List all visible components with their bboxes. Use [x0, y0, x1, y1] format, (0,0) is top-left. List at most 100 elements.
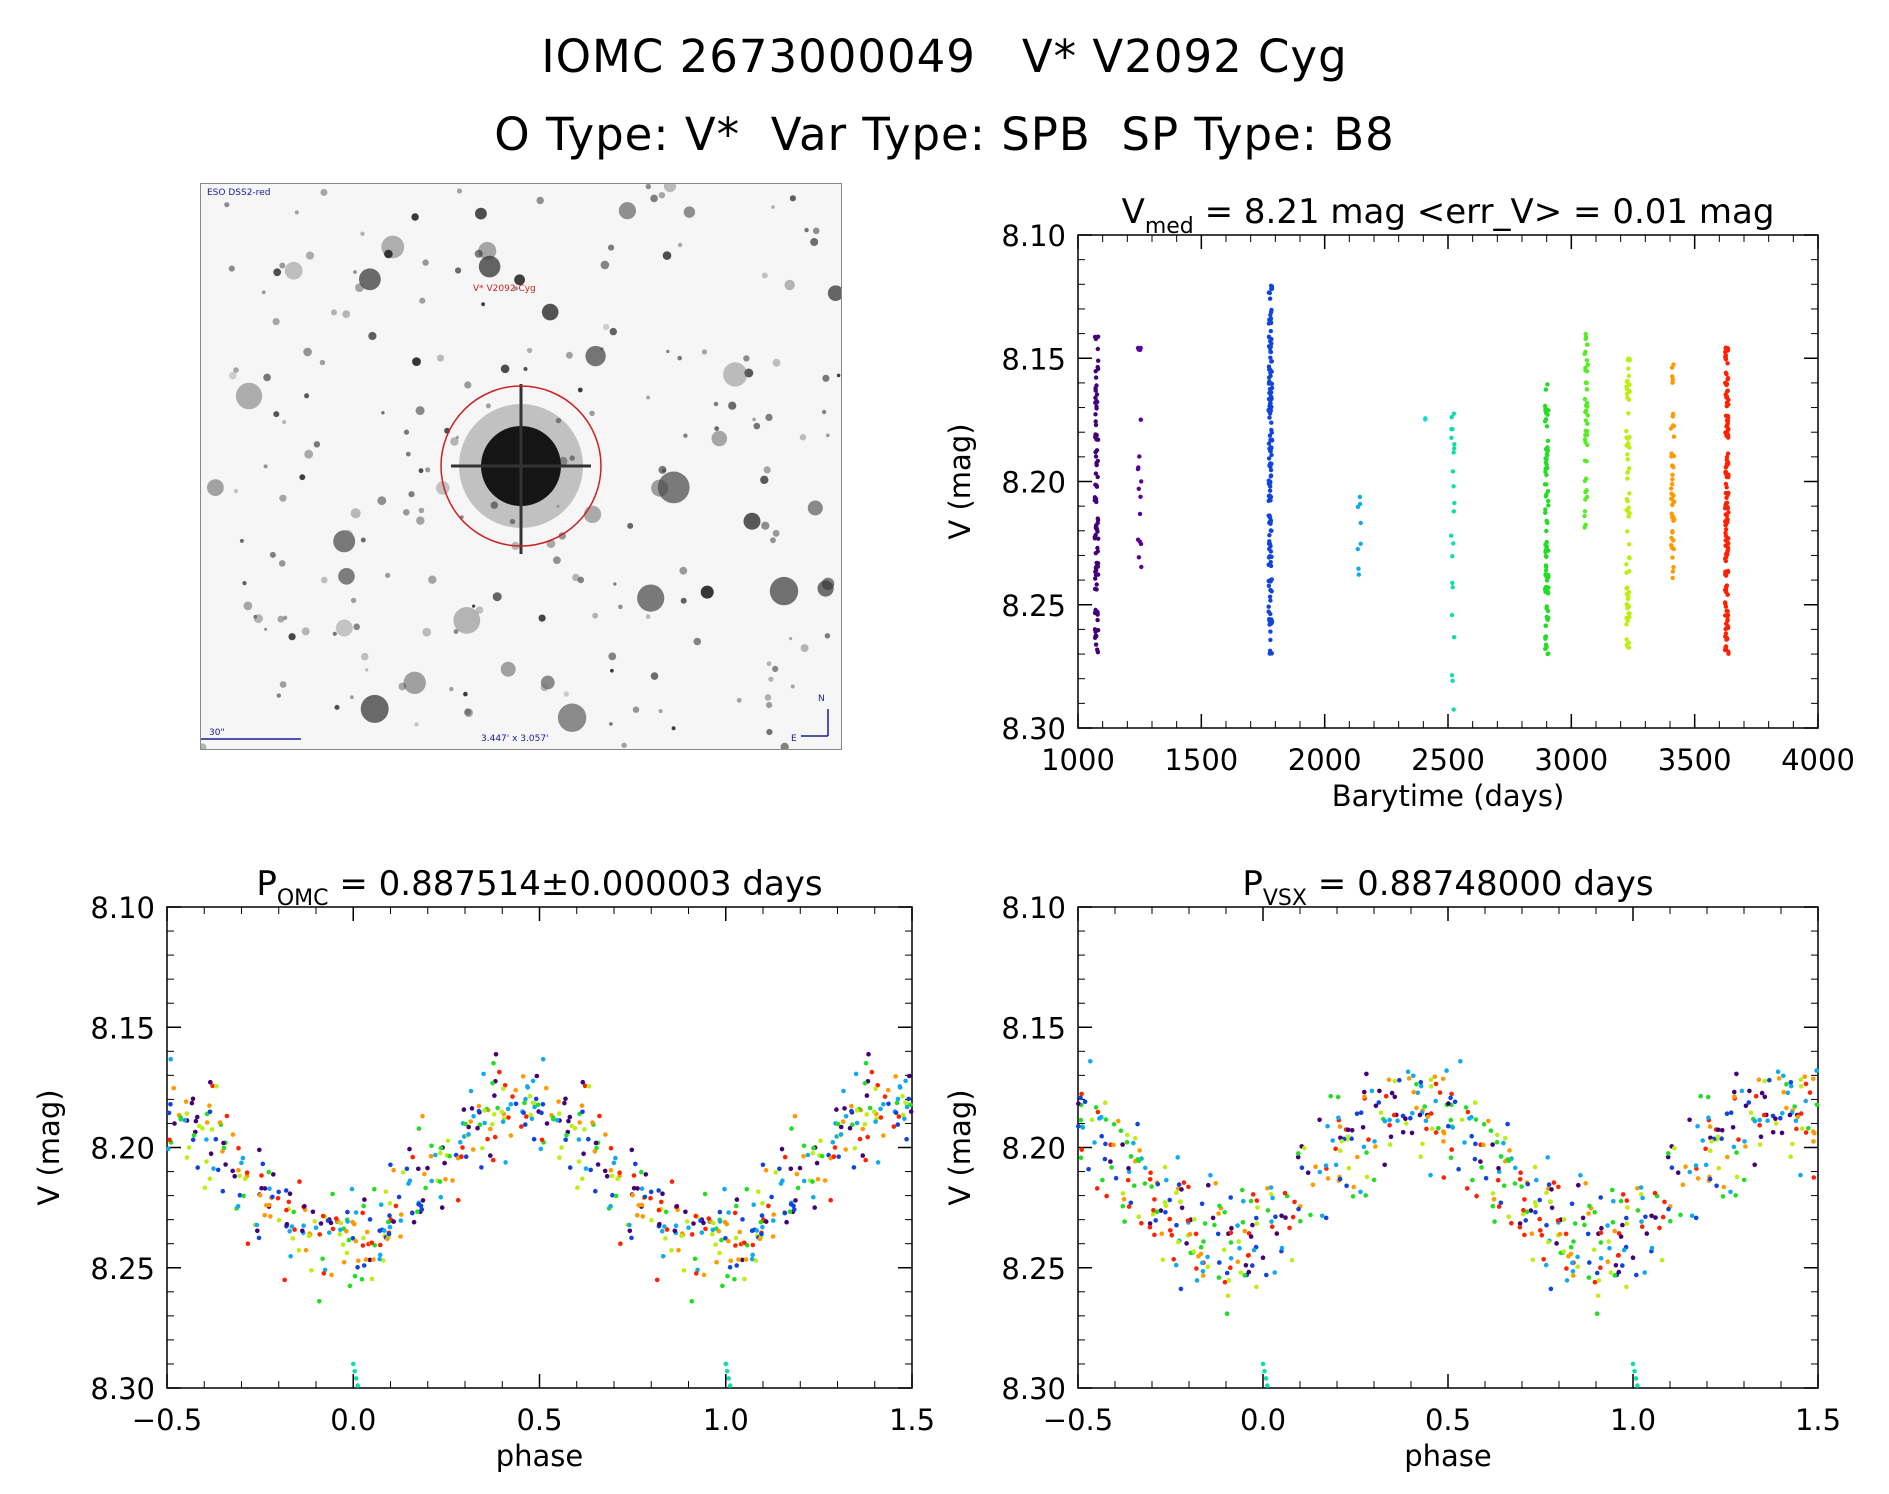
data-point [792, 1207, 797, 1212]
data-point [830, 1140, 836, 1145]
data-point [1761, 1112, 1767, 1118]
data-point [1268, 484, 1273, 489]
data-point [1093, 386, 1098, 391]
data-point [363, 1257, 369, 1262]
data-point [1267, 541, 1273, 547]
data-point [1226, 1278, 1232, 1283]
data-point [1723, 345, 1729, 350]
star-dot [269, 551, 276, 558]
data-point [204, 1137, 209, 1142]
star-dot [500, 364, 510, 374]
data-point [1723, 522, 1729, 528]
data-point [1236, 1239, 1241, 1244]
data-point [1599, 1225, 1604, 1231]
data-point [481, 1071, 486, 1077]
data-point [1544, 482, 1549, 487]
data-point [597, 1113, 602, 1119]
data-point [1725, 451, 1731, 456]
data-point [244, 1170, 250, 1175]
data-point [528, 1112, 533, 1118]
star-dot [350, 508, 361, 519]
data-point [1549, 1187, 1554, 1192]
data-point [303, 1247, 309, 1253]
data-point [759, 1231, 764, 1237]
data-point [1164, 1177, 1169, 1183]
data-point [1388, 1134, 1394, 1140]
data-point [1612, 1273, 1617, 1278]
data-point [654, 1277, 660, 1283]
data-point [749, 1256, 755, 1262]
data-point [1266, 604, 1271, 609]
data-point [1260, 1361, 1266, 1367]
data-point [1269, 1219, 1274, 1224]
data-point [1224, 1311, 1230, 1316]
data-point [189, 1100, 195, 1106]
data-point [1726, 402, 1731, 407]
data-point [337, 1232, 343, 1237]
data-point [1167, 1216, 1172, 1222]
data-point [1582, 478, 1588, 484]
data-point [382, 1228, 387, 1233]
x-tick-label: 3000 [1534, 743, 1608, 777]
data-point [438, 1150, 443, 1156]
data-point [766, 1203, 771, 1209]
chart-title-rest: = 8.21 mag <err_V> = 0.01 mag [1194, 192, 1775, 232]
data-point [1545, 608, 1551, 614]
data-point [1319, 1213, 1325, 1219]
data-point [1351, 1184, 1357, 1190]
data-point [1561, 1217, 1567, 1222]
data-point [562, 1100, 567, 1106]
data-point [313, 1225, 319, 1230]
x-tick-label: 2500 [1411, 743, 1485, 777]
star-dot [492, 592, 502, 602]
data-point [694, 1271, 699, 1276]
data-point [1451, 484, 1456, 489]
data-point [1723, 504, 1729, 509]
data-point [686, 1225, 691, 1230]
data-point [345, 1219, 350, 1224]
data-point [1671, 546, 1677, 552]
data-point [618, 1241, 623, 1246]
data-point [1094, 406, 1099, 411]
data-point [1669, 535, 1674, 541]
data-point [1570, 1273, 1576, 1278]
data-point [1409, 1130, 1415, 1136]
data-point [1217, 1260, 1222, 1265]
data-point [1121, 1196, 1127, 1202]
data-point [1268, 448, 1273, 454]
data-point [1135, 1121, 1140, 1127]
data-point [904, 1136, 909, 1142]
data-point [1268, 467, 1274, 473]
data-point [1811, 1175, 1817, 1180]
data-point [1544, 528, 1549, 534]
data-point [372, 1186, 377, 1192]
target-circle [440, 385, 602, 547]
data-point [1428, 1111, 1434, 1116]
data-point [1724, 485, 1729, 490]
data-point [1490, 1142, 1495, 1147]
data-point [864, 1093, 870, 1098]
data-point [714, 1260, 719, 1265]
data-point [648, 1195, 653, 1201]
data-point [443, 1177, 448, 1182]
data-point [763, 1167, 769, 1173]
data-point [531, 1136, 537, 1142]
data-point [610, 1192, 615, 1198]
star-dot [299, 474, 306, 481]
y-tick-label: 8.25 [1001, 1252, 1066, 1286]
y-axis-label: V (mag) [943, 423, 977, 539]
data-point [711, 1220, 716, 1226]
data-point [1693, 1163, 1699, 1168]
data-point [710, 1227, 716, 1233]
data-point [779, 1146, 785, 1152]
data-point [1719, 1128, 1725, 1133]
data-point [1137, 511, 1143, 517]
data-point [1496, 1166, 1501, 1171]
data-point [1290, 1214, 1296, 1220]
data-point [1788, 1154, 1793, 1159]
data-point [1618, 1234, 1624, 1239]
star-dot [658, 709, 663, 714]
data-point [583, 1166, 589, 1171]
data-point [1250, 1192, 1256, 1197]
x-axis-label: phase [496, 1439, 584, 1473]
